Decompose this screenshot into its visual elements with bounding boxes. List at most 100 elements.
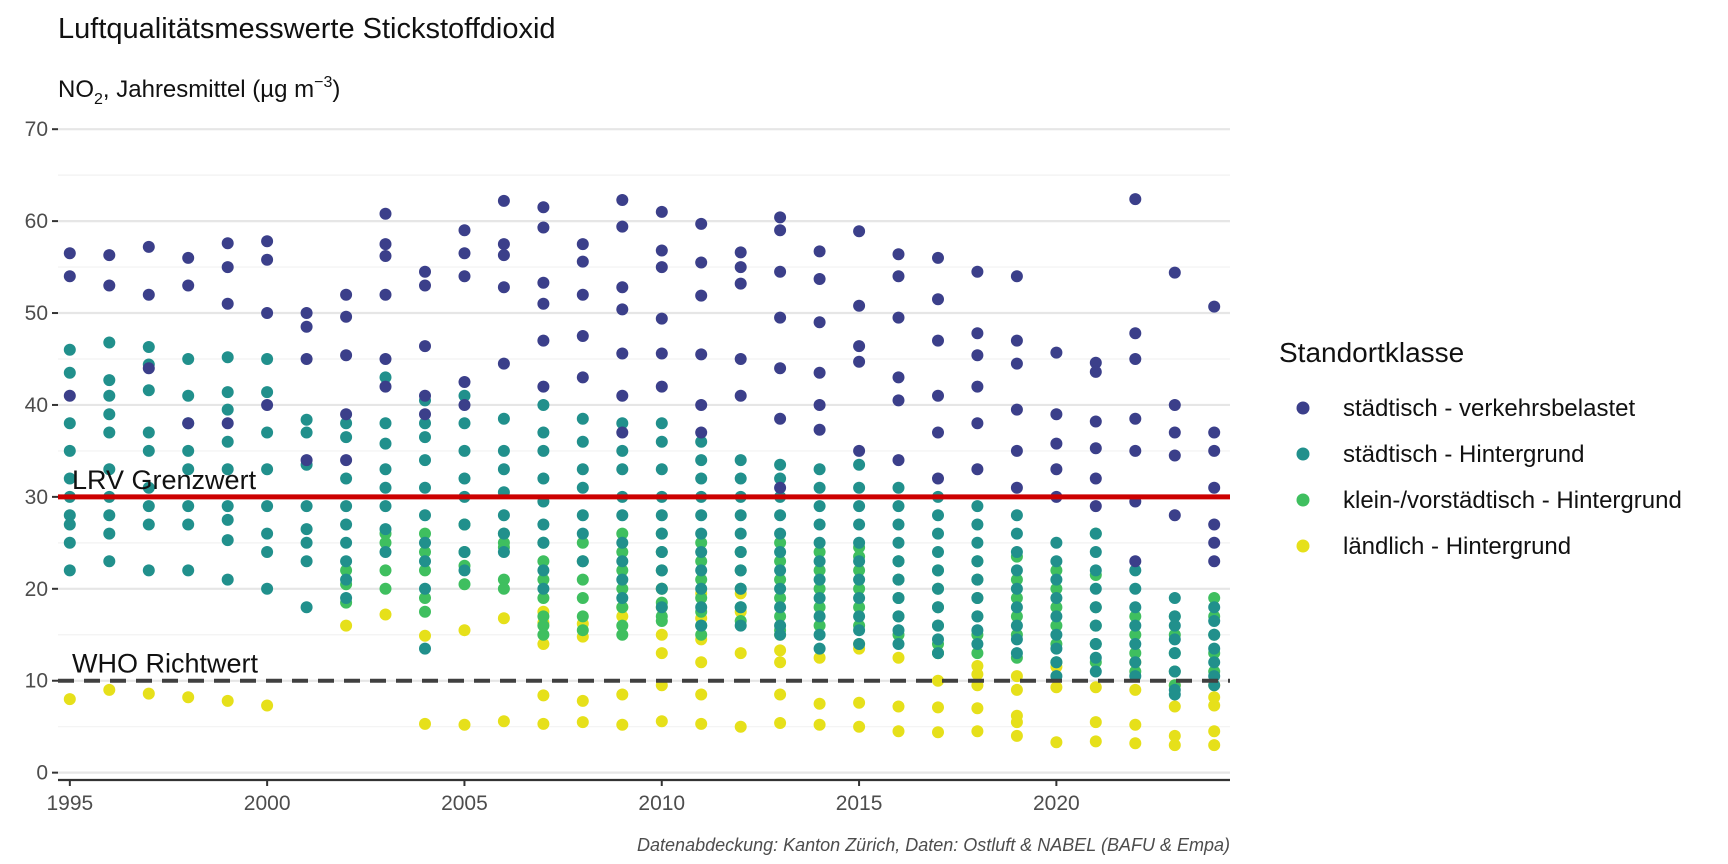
data-point	[971, 647, 984, 660]
x-tick-label: 2010	[638, 792, 685, 815]
data-point	[616, 592, 629, 604]
data-point	[221, 513, 234, 526]
data-point	[655, 615, 668, 627]
data-point	[261, 253, 274, 266]
data-point	[734, 389, 747, 402]
data-point	[340, 564, 353, 577]
data-point	[813, 536, 826, 549]
data-point	[142, 500, 155, 513]
data-point	[813, 316, 826, 329]
data-point	[853, 720, 866, 733]
data-point	[419, 481, 431, 494]
legend-title: Standortklasse	[1279, 337, 1464, 368]
data-point	[971, 518, 984, 531]
data-point	[419, 564, 431, 577]
data-point	[458, 399, 471, 411]
data-point	[813, 546, 826, 558]
data-point	[695, 256, 708, 269]
data-point	[695, 546, 708, 558]
data-point	[576, 255, 589, 268]
data-point	[300, 454, 313, 467]
data-point	[458, 444, 471, 457]
data-point	[419, 582, 431, 595]
data-point	[261, 582, 274, 595]
data-point	[1168, 700, 1181, 713]
reference-lines: LRV Grenzwert WHO Richtwert	[58, 465, 1230, 683]
data-point	[774, 601, 787, 614]
data-point	[182, 463, 195, 476]
data-point	[142, 362, 155, 375]
data-point	[1010, 444, 1023, 457]
data-point	[300, 523, 313, 536]
data-point	[497, 546, 510, 558]
data-point	[576, 694, 589, 707]
data-point	[340, 417, 353, 430]
data-point	[1089, 735, 1102, 748]
data-point	[1168, 688, 1181, 701]
data-point	[932, 527, 944, 540]
data-point	[1208, 691, 1221, 704]
data-point	[1208, 481, 1221, 494]
data-point	[734, 246, 747, 259]
data-point	[1129, 564, 1142, 577]
data-point	[1129, 619, 1142, 632]
data-point	[971, 349, 984, 362]
data-point	[458, 270, 471, 283]
data-point	[892, 311, 905, 324]
data-point	[813, 573, 826, 586]
data-point	[1050, 628, 1063, 641]
data-point	[655, 509, 668, 522]
data-point	[1050, 536, 1063, 549]
reference-line-label: LRV Grenzwert	[72, 465, 257, 495]
data-point	[932, 546, 944, 558]
data-point	[1089, 564, 1102, 577]
data-point	[537, 555, 550, 568]
data-point	[813, 423, 826, 436]
data-point	[853, 458, 866, 471]
data-point	[419, 509, 431, 522]
data-point	[616, 688, 629, 701]
data-point	[379, 380, 392, 393]
data-point	[734, 353, 747, 365]
data-point	[932, 251, 944, 264]
data-point	[458, 417, 471, 430]
data-point	[695, 217, 708, 230]
data-point	[655, 582, 668, 595]
data-point	[813, 592, 826, 604]
data-point	[221, 694, 234, 707]
data-point	[103, 683, 116, 696]
data-point	[1010, 610, 1023, 623]
data-point	[63, 389, 76, 402]
data-point	[616, 573, 629, 586]
data-point	[103, 336, 116, 349]
data-point	[458, 247, 471, 260]
data-point	[695, 555, 708, 568]
data-point	[774, 458, 787, 471]
data-point	[576, 288, 589, 301]
data-point	[655, 628, 668, 641]
data-point	[182, 279, 195, 292]
data-point	[458, 578, 471, 591]
data-point	[261, 463, 274, 476]
data-point	[774, 619, 787, 632]
data-point	[182, 500, 195, 513]
data-point	[1010, 619, 1023, 632]
data-point	[774, 628, 787, 641]
data-point	[340, 431, 353, 444]
data-point	[892, 573, 905, 586]
data-point	[379, 536, 392, 549]
data-point	[497, 715, 510, 728]
data-point	[142, 518, 155, 531]
data-point	[695, 601, 708, 614]
x-tick-label: 2020	[1033, 792, 1080, 815]
data-point	[261, 307, 274, 319]
data-point	[1010, 683, 1023, 696]
data-point	[1050, 610, 1063, 623]
data-point	[1208, 518, 1221, 531]
data-point	[1089, 415, 1102, 428]
data-point	[103, 426, 116, 439]
data-point	[695, 527, 708, 540]
data-point	[655, 312, 668, 325]
data-point	[1050, 573, 1063, 586]
data-point	[616, 582, 629, 595]
